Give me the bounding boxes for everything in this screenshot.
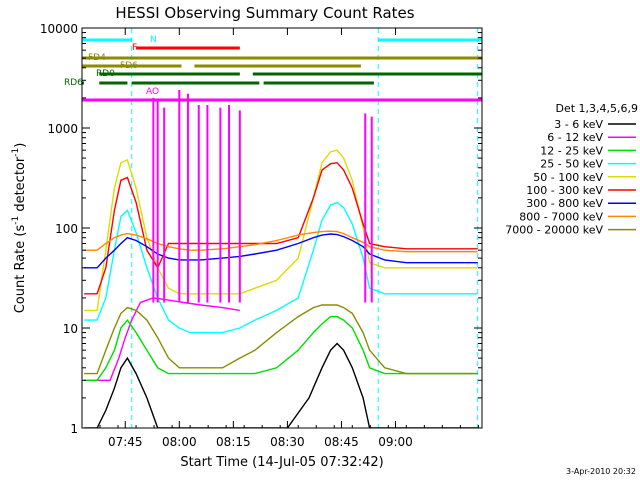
- flag-label-1: F: [132, 43, 137, 53]
- x-tick-label-4: 08:45: [324, 435, 359, 449]
- series-line-0: [84, 342, 478, 428]
- legend-label-8: 7000 - 20000 keV: [505, 224, 603, 237]
- flag-label-2: FD4: [88, 53, 106, 63]
- y-axis-label-end: ): [13, 143, 28, 148]
- legend-label-0: 3 - 6 keV: [554, 118, 603, 131]
- x-tick-label-5: 09:00: [378, 435, 413, 449]
- legend-label-3: 25 - 50 keV: [540, 158, 603, 171]
- series-line-6: [84, 233, 478, 269]
- legend-label-7: 800 - 7000 keV: [519, 210, 603, 223]
- series-line-8: [84, 304, 478, 375]
- y-tick-label-0: 1: [70, 422, 78, 436]
- plot-inner: [82, 28, 482, 428]
- series-line-1: [84, 297, 240, 381]
- y-axis-label-sup2: -1: [11, 148, 21, 157]
- svg-text:Count Rate (s-1 detector-1): Count Rate (s-1 detector-1): [11, 143, 28, 314]
- legend-label-4: 50 - 100 keV: [533, 171, 603, 184]
- series-line-5: [84, 161, 478, 295]
- legend-label-5: 100 - 300 keV: [526, 184, 603, 197]
- series-line-3: [84, 201, 478, 334]
- flag-label-6: AO: [146, 87, 159, 97]
- series-line-7: [84, 230, 478, 253]
- legend-label-2: 12 - 25 keV: [540, 144, 603, 157]
- x-tick-label-2: 08:15: [216, 435, 251, 449]
- x-tick-label-1: 08:00: [162, 435, 197, 449]
- flag-label-4: RD0: [96, 69, 115, 79]
- flag-label-0: N: [150, 35, 157, 45]
- y-axis-label: Count Rate (s-1 detector-1): [11, 143, 28, 314]
- y-axis-label-mid: detector: [13, 156, 28, 216]
- y-tick-label-1: 10: [63, 322, 78, 336]
- plot-area: N F FD4 FD6 RD0 RD6 AO: [64, 28, 482, 428]
- legend-label-6: 300 - 800 keV: [526, 197, 603, 210]
- footer-timestamp: 3-Apr-2010 20:32: [566, 467, 636, 476]
- x-tick-label-0: 07:45: [108, 435, 143, 449]
- y-axis-label-main: Count Rate (s: [13, 225, 28, 314]
- chart-title: HESSI Observing Summary Count Rates: [115, 4, 414, 22]
- x-axis-label: Start Time (14-Jul-05 07:32:42): [180, 455, 383, 470]
- x-axis: 07:45 08:00 08:15 08:30 08:45 09:00: [81, 28, 479, 449]
- y-axis: 1 10 100 1000 10000: [40, 22, 482, 436]
- x-tick-label-3: 08:30: [270, 435, 305, 449]
- legend-title: Det 1,3,4,5,6,9: [555, 102, 638, 115]
- y-axis-label-sup1: -1: [11, 216, 21, 225]
- y-tick-label-3: 1000: [47, 122, 78, 136]
- legend-label-1: 6 - 12 keV: [547, 131, 603, 144]
- series-line-2: [84, 315, 478, 381]
- flag-label-3: FD6: [120, 61, 138, 71]
- series-line-4: [84, 149, 478, 312]
- y-tick-label-4: 10000: [40, 22, 78, 36]
- flag-label-5: RD6: [64, 78, 83, 88]
- y-tick-label-2: 100: [55, 222, 78, 236]
